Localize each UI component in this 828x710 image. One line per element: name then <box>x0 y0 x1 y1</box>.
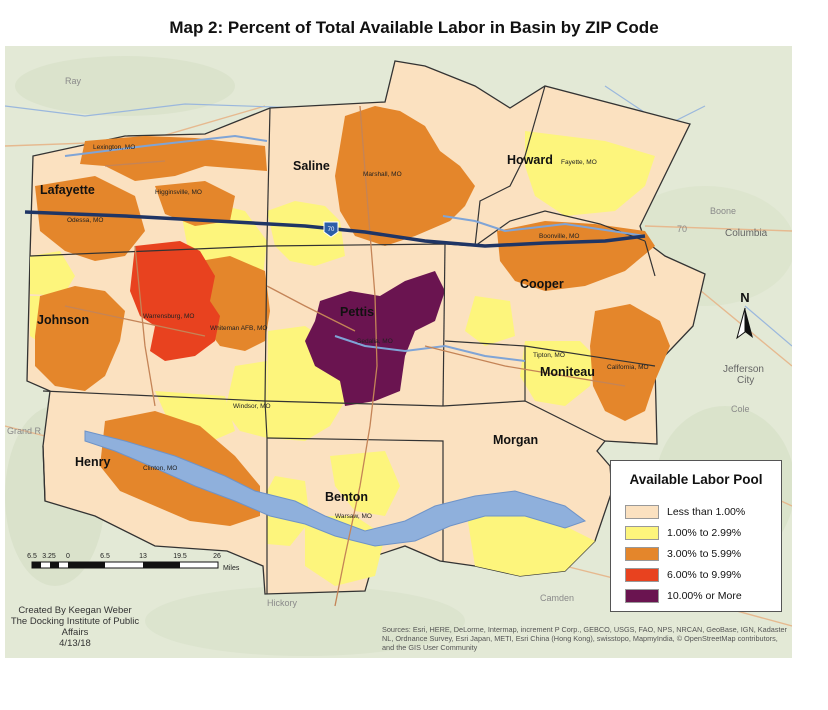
legend-swatch-less-than-1 <box>625 505 659 519</box>
town-label-tipton: Tipton, MO <box>533 352 565 359</box>
scale-tick-label: 19.5 <box>173 553 187 560</box>
credit-date: 4/13/18 <box>59 638 91 649</box>
legend-label: 6.00% to 9.99% <box>667 569 742 581</box>
map-sources: Sources: Esri, HERE, DeLorme, Intermap, … <box>382 625 787 652</box>
legend-row: 3.00% to 5.99% <box>625 545 741 563</box>
scale-tick-label: 26 <box>213 553 221 560</box>
county-label-henry: Henry <box>75 455 110 469</box>
map-canvas[interactable]: 70 Ray Boone Columbia 70 Jefferson City … <box>5 46 792 658</box>
town-label-fayette: Fayette, MO <box>561 159 597 166</box>
town-label-whiteman: Whiteman AFB, MO <box>210 325 267 332</box>
county-label-moniteau: Moniteau <box>540 365 595 379</box>
town-label-windsor: Windsor, MO <box>233 403 271 410</box>
hickory-county-label: Hickory <box>267 598 298 608</box>
legend-swatch-1-to-3 <box>625 526 659 540</box>
county-label-saline: Saline <box>293 159 330 173</box>
legend-swatch-10-plus <box>625 589 659 603</box>
zip-10-plus-percent <box>305 271 445 406</box>
legend-swatch-6-to-10 <box>625 568 659 582</box>
county-label-johnson: Johnson <box>37 313 89 327</box>
map-credit: Created By Keegan Weber The Docking Inst… <box>10 605 140 649</box>
scale-tick-label: 6.5 <box>100 553 110 560</box>
county-label-howard: Howard <box>507 153 553 167</box>
legend-label: 3.00% to 5.99% <box>667 548 742 560</box>
town-label-lexington: Lexington, MO <box>93 144 135 151</box>
legend-label: 10.00% or More <box>667 590 742 602</box>
interstate-70-right-label: 70 <box>677 224 687 234</box>
legend-row: 10.00% or More <box>625 587 742 605</box>
interstate-shield: 70 <box>323 221 339 238</box>
scale-bar: 6.5 3.25 0 6.5 13 19.5 26 Miles <box>27 553 240 572</box>
town-label-higginsville: Higginsville, MO <box>155 189 202 196</box>
north-arrow-label: N <box>740 290 749 305</box>
county-label-morgan: Morgan <box>493 433 538 447</box>
cole-county-label: Cole <box>731 404 750 414</box>
scale-tick-label: 3.25 <box>42 553 56 560</box>
north-arrow: N <box>736 290 753 340</box>
county-label-cooper: Cooper <box>520 277 564 291</box>
town-label-sedalia: Sedalia, MO <box>357 338 393 345</box>
interstate-70 <box>24 210 646 248</box>
legend-row: Less than 1.00% <box>625 503 745 521</box>
region-rivers <box>64 134 646 362</box>
interstate-shield-label: 70 <box>328 227 335 233</box>
town-label-boonville: Boonville, MO <box>539 233 579 240</box>
camden-county-label: Camden <box>540 593 574 603</box>
map-frame[interactable]: 70 Ray Boone Columbia 70 Jefferson City … <box>5 46 792 658</box>
jefferson-city-label-2: City <box>737 375 754 386</box>
legend-label: 1.00% to 2.99% <box>667 527 742 539</box>
scale-unit-label: Miles <box>223 565 240 572</box>
zip-6-to-10-percent <box>130 241 220 361</box>
boone-county-label: Boone <box>710 206 736 216</box>
region-roads <box>64 105 626 607</box>
town-label-california: California, MO <box>607 364 649 371</box>
truman-lake <box>84 430 587 547</box>
town-label-warrensburg: Warrensburg, MO <box>143 313 194 320</box>
town-label-odessa: Odessa, MO <box>67 217 103 224</box>
county-label-pettis: Pettis <box>340 305 374 319</box>
town-label-clinton: Clinton, MO <box>143 465 177 472</box>
legend-label: Less than 1.00% <box>667 506 746 518</box>
jefferson-city-label-1: Jefferson <box>723 364 764 375</box>
grand-river-label: Grand R <box>7 426 42 436</box>
legend-title: Available Labor Pool <box>629 472 763 487</box>
credit-organization: The Docking Institute of Public Affairs <box>10 616 140 638</box>
town-label-warsaw: Warsaw, MO <box>335 513 372 520</box>
legend-row: 6.00% to 9.99% <box>625 566 741 584</box>
town-label-marshall: Marshall, MO <box>363 171 402 178</box>
map-legend: Available Labor Pool Less than 1.00% 1.0… <box>610 460 782 612</box>
legend-row: 1.00% to 2.99% <box>625 524 741 542</box>
scale-tick-label: 13 <box>139 553 147 560</box>
scale-tick-label: 6.5 <box>27 553 37 560</box>
credit-author: Created By Keegan Weber <box>18 605 132 616</box>
columbia-city-label: Columbia <box>725 228 768 239</box>
county-label-benton: Benton <box>325 490 368 504</box>
ray-county-label: Ray <box>65 76 82 86</box>
legend-swatch-3-to-6 <box>625 547 659 561</box>
zips-3-to-6-percent <box>35 106 670 526</box>
map-title: Map 2: Percent of Total Available Labor … <box>169 18 659 37</box>
scale-tick-label: 0 <box>66 553 70 560</box>
county-label-lafayette: Lafayette <box>40 183 95 197</box>
